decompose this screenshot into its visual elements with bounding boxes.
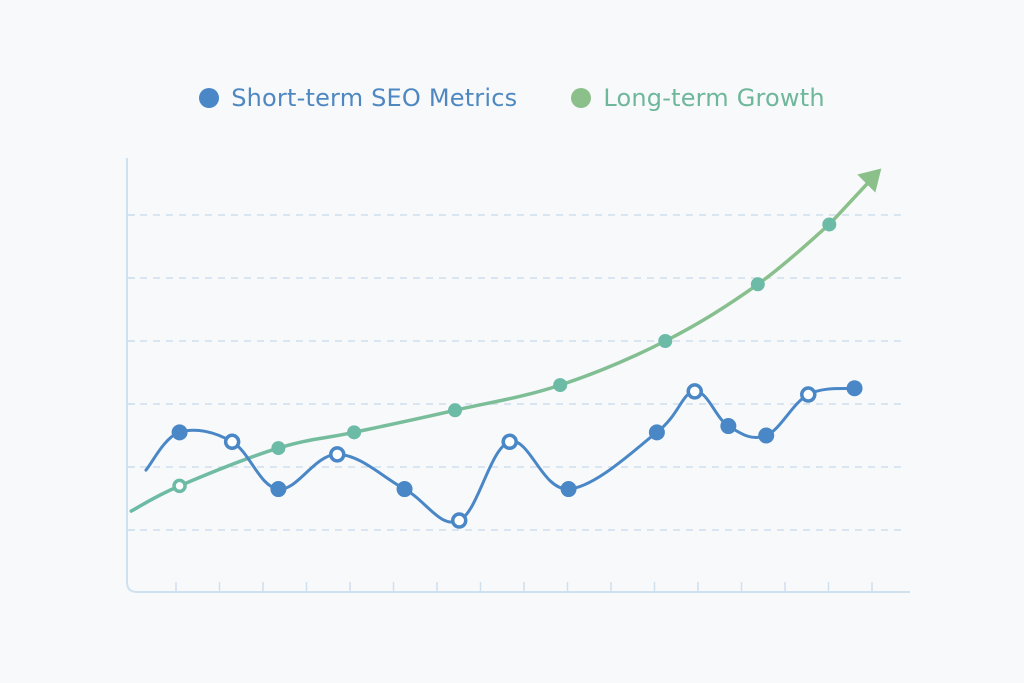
- chart-legend: Short-term SEO Metrics Long-term Growth: [0, 84, 1024, 112]
- data-point-long-term: [172, 478, 187, 494]
- data-point-short-term: [560, 481, 577, 498]
- data-point-short-term: [720, 418, 737, 435]
- data-point-short-term: [800, 386, 817, 403]
- series-line-long-term: [129, 222, 832, 513]
- data-point-short-term: [270, 481, 287, 498]
- data-point-short-term: [450, 512, 468, 529]
- data-point-short-term: [223, 433, 241, 451]
- legend-swatch-long-term: [571, 88, 592, 108]
- legend-label-short-term: Short-term SEO Metrics: [231, 84, 518, 112]
- series-markers: [171, 217, 863, 529]
- data-point-short-term: [758, 427, 775, 444]
- trend-arrow-head: [857, 168, 882, 193]
- data-point-short-term: [648, 424, 665, 441]
- data-point-short-term: [329, 446, 346, 463]
- axes: [126, 158, 910, 593]
- data-point-short-term: [686, 383, 703, 400]
- axis-line: [126, 158, 910, 593]
- data-point-short-term: [396, 481, 413, 498]
- legend-item-long-term: Long-term Growth: [571, 84, 825, 112]
- data-point-long-term: [271, 441, 286, 456]
- data-point-long-term: [347, 425, 362, 440]
- series-lines: [129, 168, 882, 524]
- trend-arrow-shaft: [827, 179, 872, 227]
- legend-label-long-term: Long-term Growth: [603, 84, 825, 112]
- data-point-long-term: [553, 378, 568, 393]
- data-point-long-term: [448, 403, 463, 418]
- legend-item-short-term: Short-term SEO Metrics: [199, 84, 517, 112]
- data-point-long-term: [822, 217, 837, 232]
- data-point-short-term: [846, 380, 863, 397]
- data-point-long-term: [658, 334, 673, 348]
- legend-swatch-short-term: [199, 88, 220, 108]
- data-point-short-term: [501, 433, 518, 451]
- data-point-long-term: [750, 277, 765, 292]
- data-point-short-term: [171, 424, 188, 441]
